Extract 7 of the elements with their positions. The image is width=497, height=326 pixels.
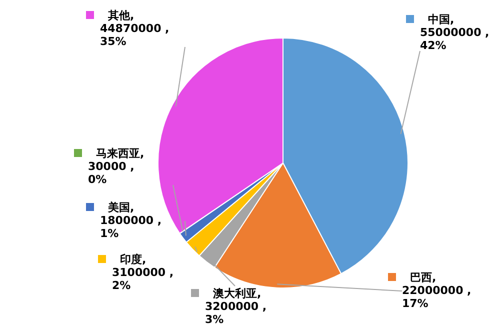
legend-label: 美国, 1800000 , 1% (100, 201, 162, 240)
legend-label: 其他, 44870000 , 35% (100, 9, 170, 48)
legend-label: 巴西, 22000000 , 17% (402, 271, 472, 310)
legend-label: 中国, 55000000 , 42% (420, 13, 490, 52)
legend-label: 澳大利亚, 3200000 , 3% (205, 287, 267, 326)
legend-label: 印度, 3100000 , 2% (112, 253, 174, 292)
legend-label: 马来西亚, 30000 , 0% (88, 147, 144, 186)
